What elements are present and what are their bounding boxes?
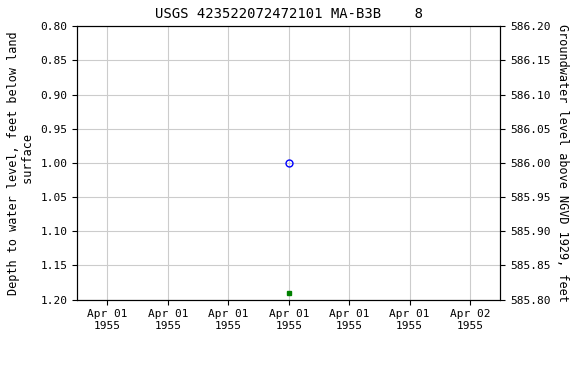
Y-axis label: Groundwater level above NGVD 1929, feet: Groundwater level above NGVD 1929, feet <box>556 24 569 302</box>
Y-axis label: Depth to water level, feet below land
 surface: Depth to water level, feet below land su… <box>7 31 35 295</box>
Title: USGS 423522072472101 MA-B3B    8: USGS 423522072472101 MA-B3B 8 <box>155 7 423 21</box>
